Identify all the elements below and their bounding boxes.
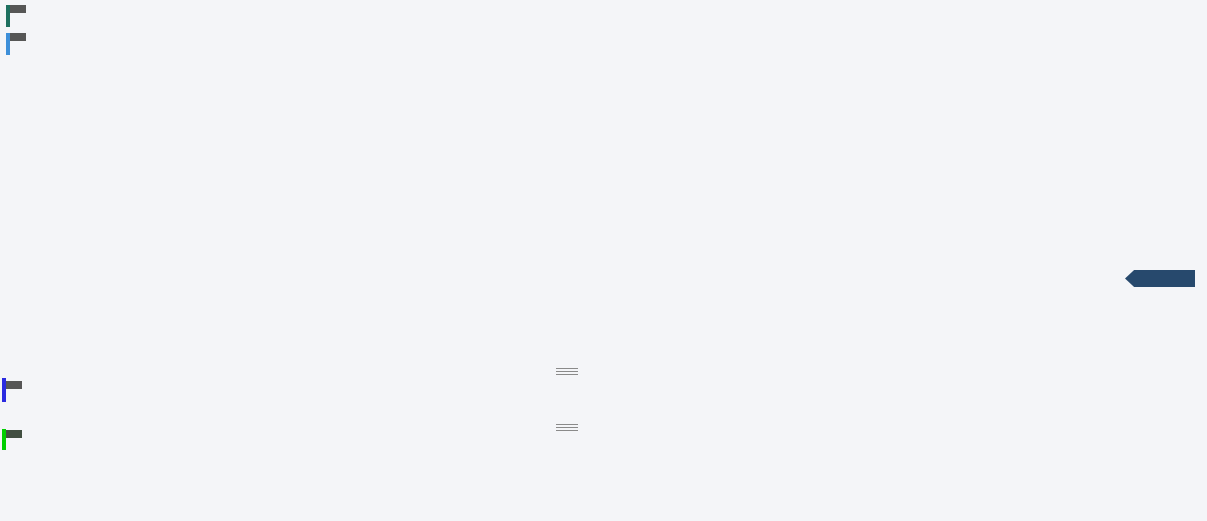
- macd-series-color-bar: [2, 378, 6, 402]
- panel-resize-handle-macd[interactable]: [556, 368, 578, 375]
- symbol-label: [10, 5, 26, 13]
- symbol-series-color-bar: [6, 5, 10, 27]
- panel-resize-handle-rsi[interactable]: [556, 424, 578, 431]
- current-price-badge: [1125, 270, 1195, 287]
- sma-series-color-bar: [6, 33, 10, 55]
- rsi-indicator-label: [6, 430, 22, 438]
- sma-indicator-label: [10, 33, 26, 41]
- macd-indicator-label: [6, 381, 22, 389]
- rsi-series-color-bar: [2, 429, 6, 450]
